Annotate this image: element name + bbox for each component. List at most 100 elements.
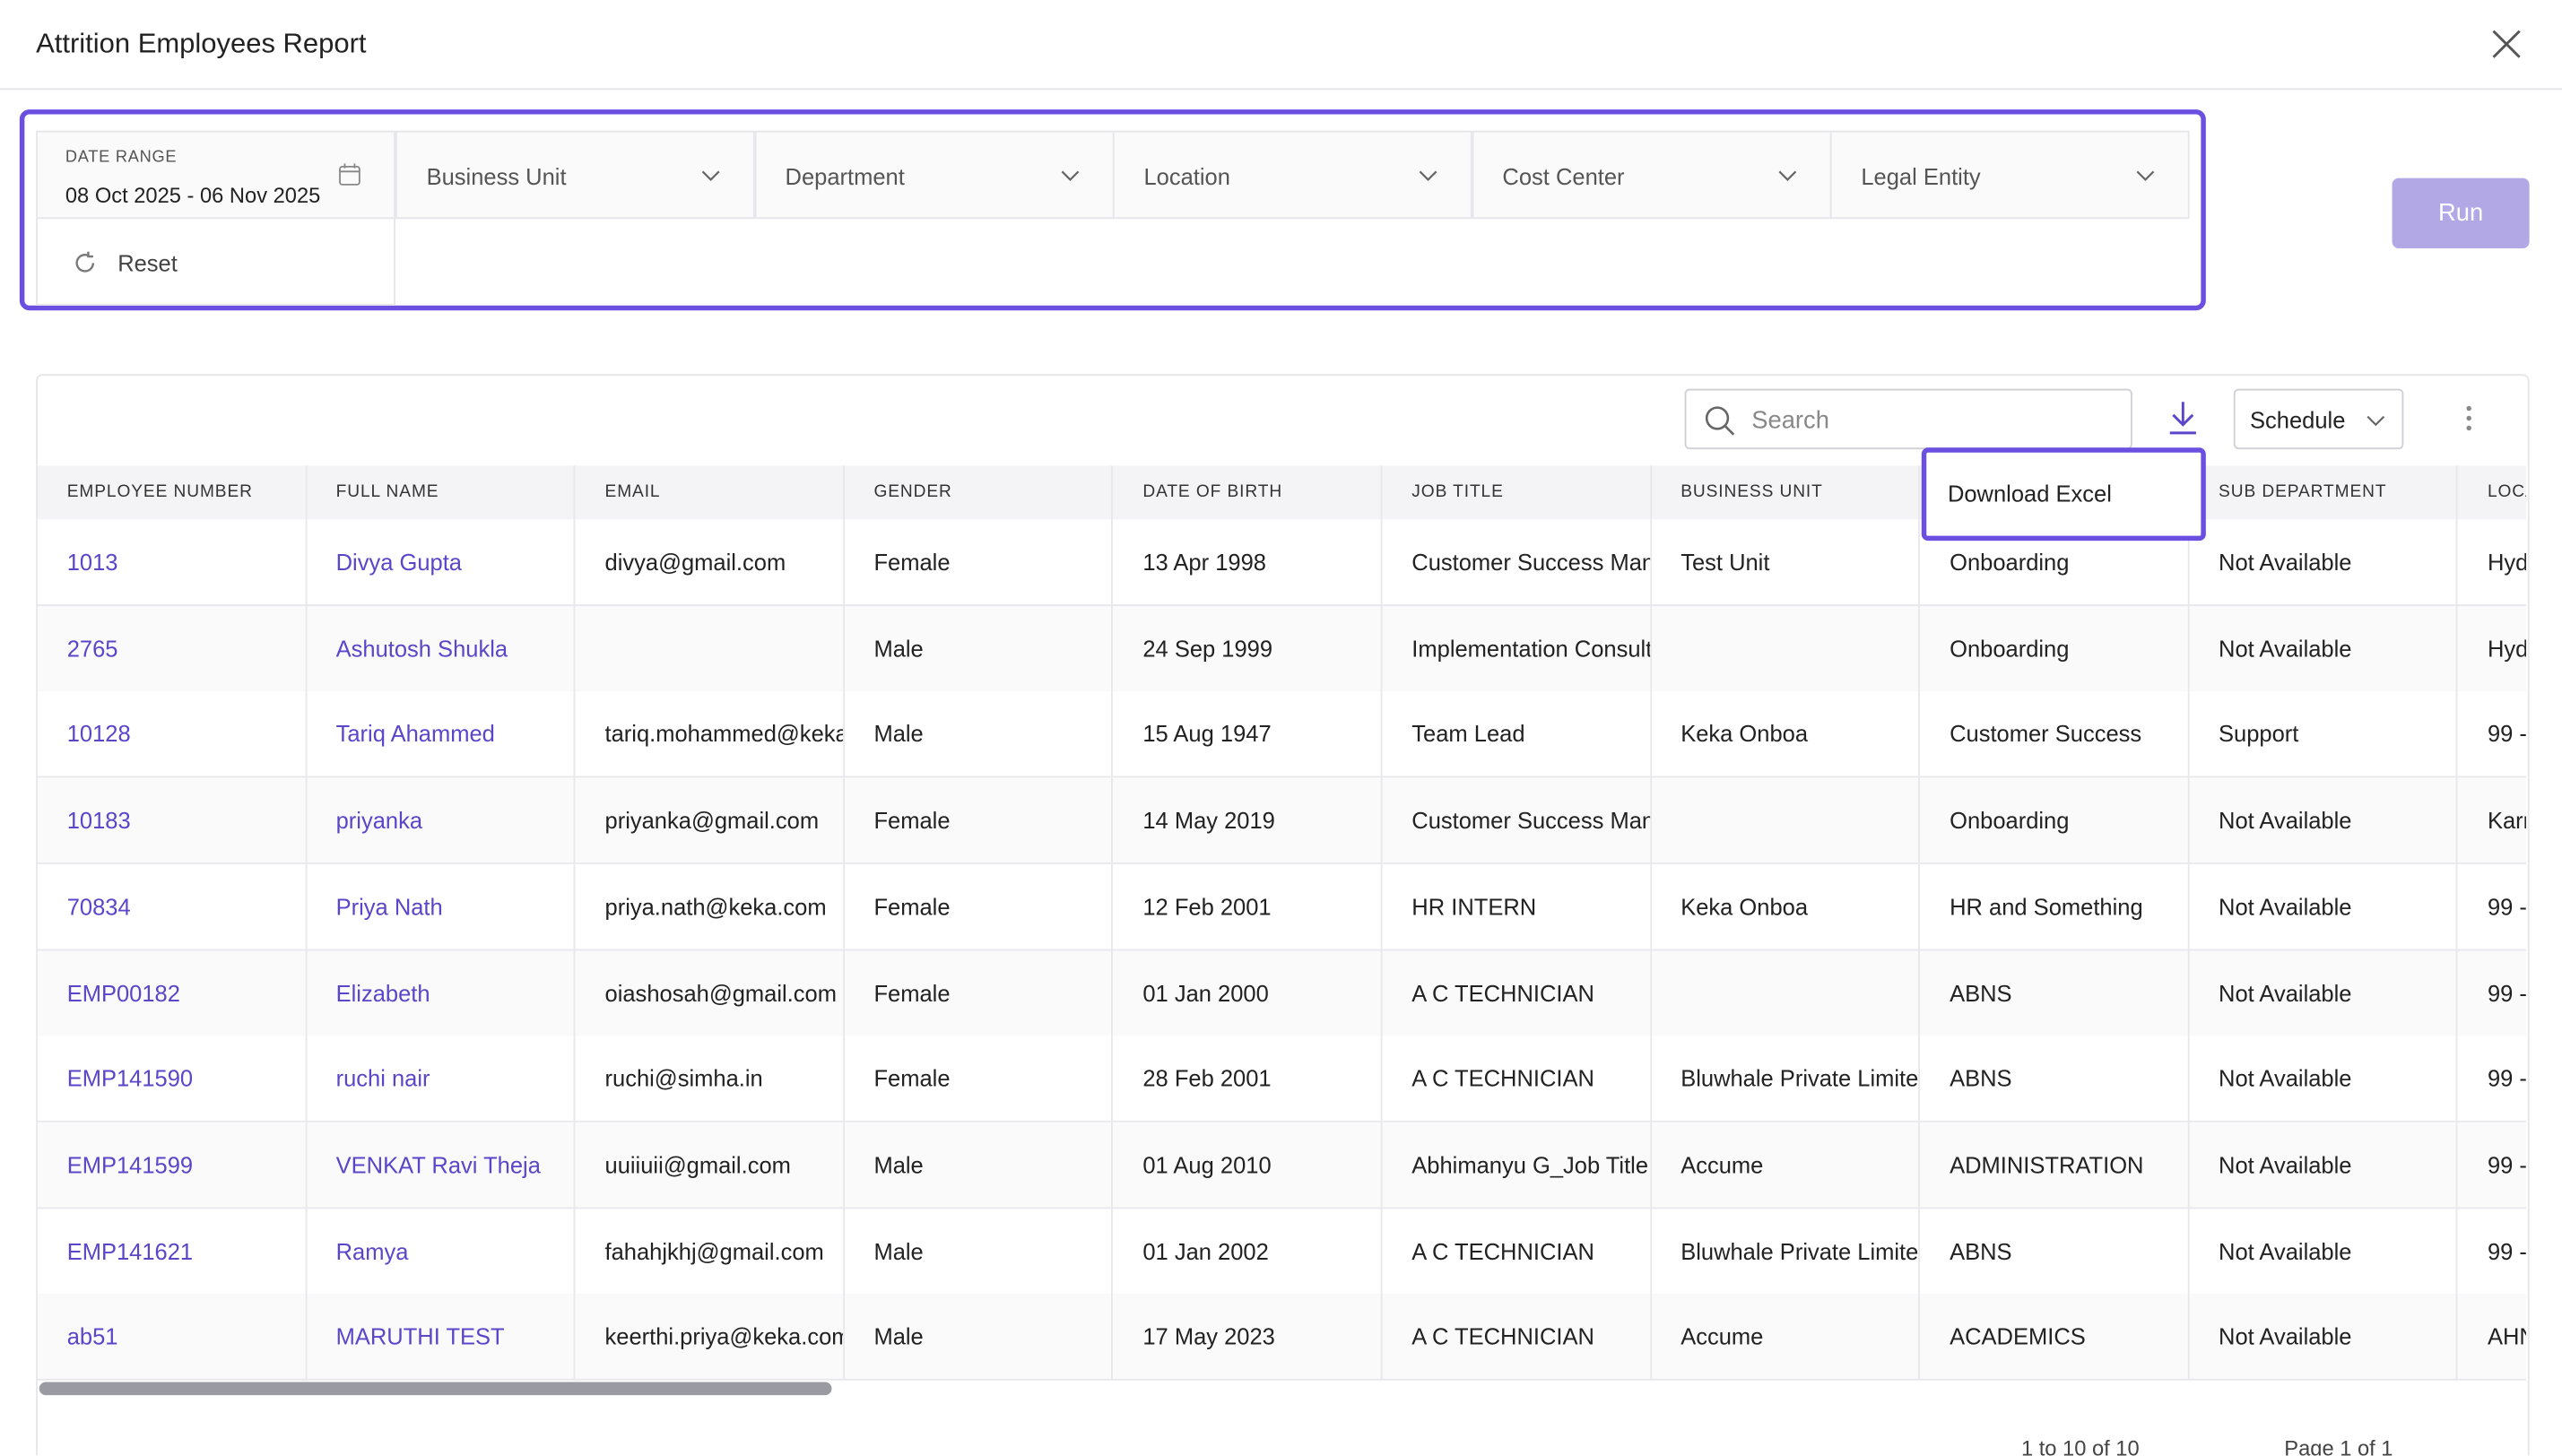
scrollbar[interactable]	[39, 1382, 832, 1396]
chevron	[701, 170, 720, 181]
table-cell: Customer Success Man	[1380, 519, 1650, 606]
more-menu[interactable]	[2464, 403, 2474, 433]
table-cell: Female	[842, 949, 1112, 1037]
table-cell: Team Lead	[1380, 691, 1650, 779]
table-cell: 99 -	[2456, 1036, 2527, 1123]
table-cell[interactable]: Priya Nath	[304, 863, 574, 951]
filter-label: Legal Entity	[1861, 163, 1981, 190]
table-cell: 15 Aug 1947	[1111, 691, 1381, 779]
table-cell[interactable]: 10128	[36, 691, 305, 779]
table-cell: fahahjkhj@gmail.com	[573, 1208, 843, 1296]
table-cell: Male	[842, 1294, 1112, 1382]
filter-dropdown[interactable]: Business Unit	[395, 130, 755, 220]
column-header[interactable]: FULL NAME	[304, 465, 574, 520]
table-cell[interactable]: Ashutosh Shukla	[304, 605, 574, 693]
filter-dropdown[interactable]: Department	[753, 130, 1114, 220]
table-cell: 01 Jan 2000	[1111, 949, 1381, 1037]
table-cell: Not Available	[2187, 1122, 2457, 1209]
table-cell: Hyd	[2456, 519, 2527, 606]
table-cell[interactable]: EMP141599	[36, 1122, 305, 1209]
chevron	[1060, 170, 1079, 181]
search-icon	[1705, 406, 1735, 436]
filter-label: Business Unit	[426, 163, 567, 190]
column-header[interactable]: BUSINESS UNIT	[1649, 465, 1919, 520]
table-cell[interactable]: VENKAT Ravi Theja	[304, 1122, 574, 1209]
close-button[interactable]	[2490, 28, 2523, 60]
table-cell[interactable]: Ramya	[304, 1208, 574, 1296]
table-cell[interactable]: ruchi nair	[304, 1036, 574, 1123]
table-cell: 99 -	[2456, 1208, 2527, 1296]
table-cell: 24 Sep 1999	[1111, 605, 1381, 693]
table-cell[interactable]: 70834	[36, 863, 305, 951]
date-range-value: 08 Oct 2025 - 06 Nov 2025	[65, 183, 321, 208]
table-cell: ACADEMICS	[1918, 1294, 2188, 1382]
table-cell: 14 May 2019	[1111, 777, 1381, 865]
table-cell[interactable]: Divya Gupta	[304, 519, 574, 606]
table-cell: Keka Onboa	[1649, 691, 1919, 779]
table-cell[interactable]: Tariq Ahammed	[304, 691, 574, 779]
table-cell[interactable]: priyanka	[304, 777, 574, 865]
table-cell: Keka Onboa	[1649, 863, 1919, 951]
table-cell: 28 Feb 2001	[1111, 1036, 1381, 1123]
table-cell	[1649, 605, 1919, 693]
table-cell: Onboarding	[1918, 777, 2188, 865]
table-cell: ABNS	[1918, 949, 2188, 1037]
filter-dropdown[interactable]: Cost Center	[1471, 130, 1831, 220]
table-cell[interactable]: ab51	[36, 1294, 305, 1382]
modal-title: Attrition Employees Report	[36, 27, 367, 59]
table-cell: 13 Apr 1998	[1111, 519, 1381, 606]
filter-label: Department	[785, 163, 905, 190]
run-button[interactable]: Run	[2392, 178, 2530, 248]
table-cell	[1649, 949, 1919, 1037]
column-header[interactable]: DATE OF BIRTH	[1111, 465, 1381, 520]
filter-dropdown[interactable]: Location	[1112, 130, 1472, 220]
table-cell[interactable]: MARUTHI TEST	[304, 1294, 574, 1382]
table-cell: A C TECHNICIAN	[1380, 1036, 1650, 1123]
download-excel-option[interactable]: Download Excel	[1921, 447, 2206, 542]
table-cell: Female	[842, 519, 1112, 606]
table-cell: Not Available	[2187, 863, 2457, 951]
table-cell: 01 Aug 2010	[1111, 1122, 1381, 1209]
date-range[interactable]: DATE RANGE 08 Oct 2025 - 06 Nov 2025	[36, 130, 395, 220]
search-box[interactable]: Search	[1684, 388, 2132, 450]
filter-dropdown[interactable]: Legal Entity	[1829, 130, 2190, 220]
table-cell[interactable]: Elizabeth	[304, 949, 574, 1037]
chevron	[1419, 170, 1437, 181]
table-cell: Customer Success Man	[1380, 777, 1650, 865]
column-header[interactable]: SUB DEPARTMENT	[2187, 465, 2457, 520]
column-header[interactable]: LOCA	[2456, 465, 2527, 520]
table-cell: priya.nath@keka.com	[573, 863, 843, 951]
table-cell[interactable]: EMP141590	[36, 1036, 305, 1123]
reset-button[interactable]: Reset	[36, 217, 395, 306]
table-cell: 17 May 2023	[1111, 1294, 1381, 1382]
column-header[interactable]: JOB TITLE	[1380, 465, 1650, 520]
column-header[interactable]: EMAIL	[573, 465, 843, 520]
reset-icon	[75, 251, 95, 273]
table-cell: Implementation Consult	[1380, 605, 1650, 693]
schedule-dropdown[interactable]: Schedule	[2233, 388, 2404, 450]
table-cell: Not Available	[2187, 777, 2457, 865]
table-cell: 99 -	[2456, 949, 2527, 1037]
table-cell[interactable]: 1013	[36, 519, 305, 606]
table-cell: ADMINISTRATION	[1918, 1122, 2188, 1209]
table-cell[interactable]: 10183	[36, 777, 305, 865]
table-cell[interactable]: EMP00182	[36, 949, 305, 1037]
table-cell: AHN	[2456, 1294, 2527, 1382]
table-cell: Bluwhale Private Limite	[1649, 1036, 1919, 1123]
table-cell: Accume	[1649, 1122, 1919, 1209]
column-header[interactable]: GENDER	[842, 465, 1112, 520]
table-cell[interactable]: EMP141621	[36, 1208, 305, 1296]
table-cell: ABNS	[1918, 1036, 2188, 1123]
pagination-page: Page 1 of 1	[2284, 1435, 2393, 1456]
download-icon[interactable]	[2167, 400, 2199, 436]
table-cell: A C TECHNICIAN	[1380, 1208, 1650, 1296]
table-cell	[1649, 777, 1919, 865]
table-cell: Female	[842, 863, 1112, 951]
table-cell: Karr	[2456, 777, 2527, 865]
table-cell: uuiiuii@gmail.com	[573, 1122, 843, 1209]
column-header[interactable]: EMPLOYEE NUMBER	[36, 465, 305, 520]
table-cell[interactable]: 2765	[36, 605, 305, 693]
table-cell: Accume	[1649, 1294, 1919, 1382]
